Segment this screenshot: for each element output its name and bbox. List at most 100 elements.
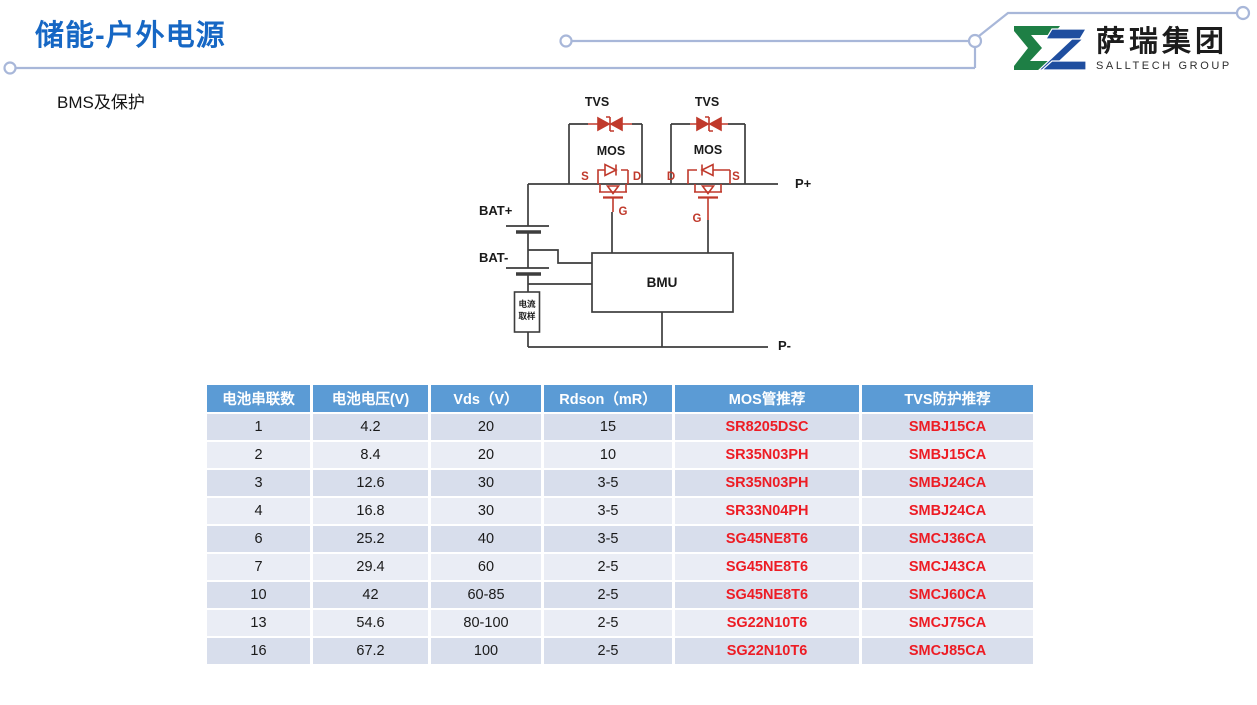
table-cell: 42 bbox=[313, 582, 428, 608]
table-header-row: 电池串联数 电池电压(V) Vds（V） Rdson（mR） MOS管推荐 TV… bbox=[207, 385, 1033, 412]
table-row: 1 4.2 20 15 SR8205DSC SMBJ15CA bbox=[207, 414, 1033, 440]
logo-company-name: 萨瑞集团 bbox=[1096, 26, 1229, 58]
table-row: 6 25.2 40 3-5 SG45NE8T6 SMCJ36CA bbox=[207, 526, 1033, 552]
table-cell: 12.6 bbox=[313, 470, 428, 496]
table-cell: 67.2 bbox=[313, 638, 428, 664]
table-cell: SMCJ43CA bbox=[862, 554, 1033, 580]
connector-line-diagonal bbox=[978, 11, 1237, 37]
table-row: 2 8.4 20 10 SR35N03PH SMBJ15CA bbox=[207, 442, 1033, 468]
table-cell: 40 bbox=[431, 526, 541, 552]
logo-blue-z bbox=[1037, 28, 1088, 71]
table-cell: SMBJ15CA bbox=[862, 442, 1033, 468]
current-sampling-label-line1: 电流 bbox=[518, 299, 536, 309]
col-header-tvs-recommendation: TVS防护推荐 bbox=[862, 385, 1033, 412]
table-cell: 3 bbox=[207, 470, 310, 496]
table-cell: SMCJ60CA bbox=[862, 582, 1033, 608]
tvs-label: TVS bbox=[695, 95, 719, 109]
table-cell: 16 bbox=[207, 638, 310, 664]
table-cell: SMBJ24CA bbox=[862, 498, 1033, 524]
table-cell: 2 bbox=[207, 442, 310, 468]
bms-circuit-diagram: TVS TVS MOS MOS BAT+ BAT- BMU P+ P- 电流 取… bbox=[479, 95, 812, 353]
gate-pin-label: G bbox=[619, 206, 628, 218]
mosfet-icon bbox=[597, 163, 629, 212]
table-cell: 80-100 bbox=[431, 610, 541, 636]
connector-node-icon bbox=[1235, 5, 1251, 21]
table-cell: 4.2 bbox=[313, 414, 428, 440]
table-cell: 100 bbox=[431, 638, 541, 664]
table-cell: 29.4 bbox=[313, 554, 428, 580]
page-title: 储能-户外电源 bbox=[35, 20, 226, 52]
logo-company-name-en: SALLTECH GROUP bbox=[1096, 60, 1232, 73]
logo-green-sigma bbox=[1014, 26, 1060, 70]
table-cell: 20 bbox=[431, 414, 541, 440]
table-cell: 4 bbox=[207, 498, 310, 524]
table-cell: 6 bbox=[207, 526, 310, 552]
mos-label: MOS bbox=[694, 143, 722, 157]
table-cell: SMBJ15CA bbox=[862, 414, 1033, 440]
recommendation-table: 电池串联数 电池电压(V) Vds（V） Rdson（mR） MOS管推荐 TV… bbox=[204, 383, 1036, 666]
table-cell: 2-5 bbox=[544, 638, 672, 664]
table-cell: SR33N04PH bbox=[675, 498, 859, 524]
connector-node-icon bbox=[967, 33, 983, 49]
table-cell: 30 bbox=[431, 498, 541, 524]
section-subtitle: BMS及保护 bbox=[57, 93, 145, 112]
bat-plus-label: BAT+ bbox=[479, 203, 513, 218]
bmu-box bbox=[591, 252, 734, 313]
col-header-vds: Vds（V） bbox=[431, 385, 541, 412]
table-cell: SG22N10T6 bbox=[675, 610, 859, 636]
tvs-diode-icon bbox=[588, 116, 632, 132]
table-cell: 10 bbox=[207, 582, 310, 608]
logo-mark-icon bbox=[1014, 26, 1088, 71]
drain-pin-label: D bbox=[667, 171, 675, 183]
current-sampling-label-line2: 取样 bbox=[518, 311, 536, 321]
table-cell: 25.2 bbox=[313, 526, 428, 552]
col-header-mos-recommendation: MOS管推荐 bbox=[675, 385, 859, 412]
table-cell: 2-5 bbox=[544, 554, 672, 580]
table-cell: SR8205DSC bbox=[675, 414, 859, 440]
table-cell: 3-5 bbox=[544, 498, 672, 524]
mosfet-icon bbox=[687, 163, 731, 220]
tvs-diode-icon bbox=[690, 116, 728, 132]
drain-pin-label: D bbox=[633, 171, 641, 183]
table-cell: SG45NE8T6 bbox=[675, 526, 859, 552]
p-plus-label: P+ bbox=[795, 176, 812, 191]
table-cell: 3-5 bbox=[544, 470, 672, 496]
table-cell: 2-5 bbox=[544, 610, 672, 636]
mos-label: MOS bbox=[597, 144, 625, 158]
table-row: 10 42 60-85 2-5 SG45NE8T6 SMCJ60CA bbox=[207, 582, 1033, 608]
table-cell: 60-85 bbox=[431, 582, 541, 608]
table-cell: SG45NE8T6 bbox=[675, 554, 859, 580]
col-header-rdson: Rdson（mR） bbox=[544, 385, 672, 412]
table-cell: 60 bbox=[431, 554, 541, 580]
bat-minus-label: BAT- bbox=[479, 250, 508, 265]
table-cell: 3-5 bbox=[544, 526, 672, 552]
tvs-label: TVS bbox=[585, 95, 609, 109]
table-cell: 54.6 bbox=[313, 610, 428, 636]
col-header-battery-voltage: 电池电压(V) bbox=[313, 385, 428, 412]
connector-node-icon bbox=[559, 34, 573, 48]
table-cell: SMBJ24CA bbox=[862, 470, 1033, 496]
company-logo: 萨瑞集团 SALLTECH GROUP bbox=[1012, 26, 1232, 78]
table-cell: 15 bbox=[544, 414, 672, 440]
table-cell: 10 bbox=[544, 442, 672, 468]
table-cell: SG22N10T6 bbox=[675, 638, 859, 664]
circuit-wires bbox=[506, 123, 778, 348]
table-cell: 8.4 bbox=[313, 442, 428, 468]
table-cell: 2-5 bbox=[544, 582, 672, 608]
p-minus-label: P- bbox=[778, 338, 791, 353]
table-cell: SR35N03PH bbox=[675, 442, 859, 468]
table-cell: 7 bbox=[207, 554, 310, 580]
connector-line-lower bbox=[16, 47, 977, 70]
gate-pin-label: G bbox=[693, 213, 702, 225]
bmu-label: BMU bbox=[647, 275, 678, 290]
table-row: 7 29.4 60 2-5 SG45NE8T6 SMCJ43CA bbox=[207, 554, 1033, 580]
table-cell: 20 bbox=[431, 442, 541, 468]
table-cell: SMCJ36CA bbox=[862, 526, 1033, 552]
table-row: 16 67.2 100 2-5 SG22N10T6 SMCJ85CA bbox=[207, 638, 1033, 664]
connector-node-icon bbox=[3, 61, 17, 75]
table-row: 3 12.6 30 3-5 SR35N03PH SMBJ24CA bbox=[207, 470, 1033, 496]
table-cell: 30 bbox=[431, 470, 541, 496]
header-connector-lines bbox=[3, 5, 1251, 75]
table-cell: SMCJ85CA bbox=[862, 638, 1033, 664]
